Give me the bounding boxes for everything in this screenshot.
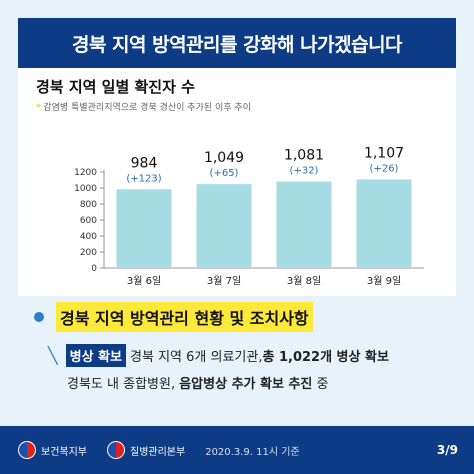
page-title: 경북 지역 방역관리를 강화해 나가겠습니다 — [18, 18, 456, 68]
value-label: 1,049 — [204, 150, 244, 166]
item-negative-pressure: 경북도 내 종합병원, 음압병상 추가 확보 추진 중 — [67, 373, 329, 392]
bar — [116, 189, 172, 268]
value-label: 1,107 — [364, 145, 404, 161]
x-tick-label: 3월 7일 — [207, 275, 241, 287]
asterisk-icon: * — [36, 103, 41, 113]
item-suffix: 중 — [312, 377, 329, 392]
x-tick-label: 3월 6일 — [127, 275, 161, 287]
org1: 보건복지부 — [41, 446, 87, 458]
bullet-icon — [34, 312, 44, 322]
change-label: (+65) — [210, 168, 239, 179]
item-bold: 음압병상 추가 확보 추진 — [179, 377, 313, 392]
footer: 보건복지부 질병관리본부 2020.3.9. 11시 기준 3/9 — [0, 426, 474, 474]
bar — [276, 181, 332, 268]
chart-card: 경북 지역 일별 확진자 수 * 감염병 특별관리지역으로 경북 경산이 추가된… — [18, 68, 456, 296]
change-label: (+26) — [370, 163, 399, 174]
x-tick-label: 3월 9일 — [367, 275, 401, 287]
bar-chart: 0 200 400 600 800 1000 1200 984 (+123) 3월 6일 1,049… — [74, 145, 424, 287]
slash-icon: ╲ — [48, 346, 58, 365]
page-number: 3/9 — [436, 443, 458, 457]
x-tick-label: 3월 8일 — [287, 275, 321, 287]
item-bed-secure: ╲ 병상 확보 경북 지역 6개 의료기관, 총 1,022개 병상 확보 — [48, 344, 389, 367]
y-tick-label: 200 — [80, 248, 97, 258]
bar — [196, 184, 252, 268]
value-label: 984 — [131, 155, 158, 171]
change-label: (+123) — [126, 173, 161, 184]
bar — [356, 179, 412, 268]
chart-note: * 감염병 특별관리지역으로 경북 경산이 추가된 이후 추이 — [36, 100, 251, 113]
y-tick-label: 400 — [80, 232, 97, 242]
y-tick-label: 1000 — [74, 184, 97, 194]
y-tick-label: 800 — [80, 200, 97, 210]
section-label: 경북 지역 방역관리 현황 및 조치사항 — [56, 302, 313, 332]
item-bold: 총 1,022개 병상 확보 — [262, 350, 389, 365]
bed-secure-tag: 병상 확보 — [65, 344, 127, 367]
item-text: 경북 지역 6개 의료기관, — [130, 350, 263, 365]
change-label: (+32) — [290, 166, 319, 177]
ministry-logo: 보건복지부 — [18, 441, 87, 459]
taegeuk-emblem-icon — [107, 441, 125, 459]
kcdc-logo: 질병관리본부 — [107, 441, 185, 459]
taegeuk-emblem-icon — [18, 441, 36, 459]
y-tick-label: 0 — [91, 264, 97, 274]
org2: 질병관리본부 — [130, 446, 186, 458]
chart-note-text: 감염병 특별관리지역으로 경북 경산이 추가된 이후 추이 — [43, 103, 251, 113]
date-label: 2020.3.9. 11시 기준 — [205, 446, 300, 458]
chart-title: 경북 지역 일별 확진자 수 — [36, 78, 195, 96]
y-tick-label: 600 — [80, 216, 97, 226]
section-heading: 경북 지역 방역관리 현황 및 조치사항 — [34, 302, 313, 332]
item-text: 경북도 내 종합병원, — [67, 377, 180, 392]
y-tick-label: 1200 — [74, 168, 97, 178]
value-label: 1,081 — [284, 148, 324, 164]
